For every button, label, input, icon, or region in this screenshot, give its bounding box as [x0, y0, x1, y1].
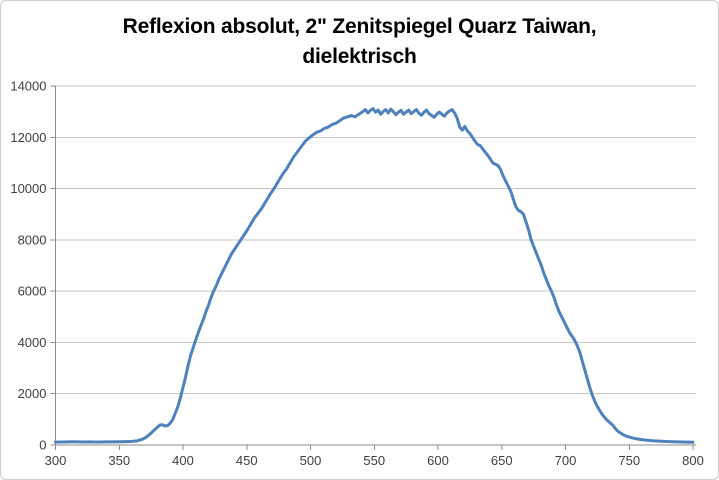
x-tick-label-700: 700	[555, 453, 577, 468]
chart-title-line-1: Reflexion absolut, 2" Zenitspiegel Quarz…	[122, 15, 597, 38]
x-tick-label-650: 650	[491, 453, 513, 468]
chart-title-line-2: dielektrisch	[302, 45, 417, 68]
x-tick-label-350: 350	[108, 453, 130, 468]
x-tick-label-750: 750	[618, 453, 640, 468]
x-tick-label-450: 450	[236, 453, 258, 468]
y-tick-label-14000: 14000	[10, 79, 46, 94]
y-tick-label-10000: 10000	[10, 181, 46, 196]
y-tick-label-12000: 12000	[10, 130, 46, 145]
y-tick-label-6000: 6000	[18, 284, 47, 299]
x-tick-label-800: 800	[682, 453, 704, 468]
y-tick-label-8000: 8000	[18, 232, 47, 247]
y-tick-label-4000: 4000	[18, 335, 47, 350]
x-tick-label-300: 300	[45, 453, 67, 468]
x-tick-label-600: 600	[427, 453, 449, 468]
chart-title: Reflexion absolut, 2" Zenitspiegel Quarz…	[1, 12, 718, 72]
x-tick-label-550: 550	[363, 453, 385, 468]
x-tick-label-400: 400	[172, 453, 194, 468]
y-tick-label-0: 0	[39, 438, 46, 453]
x-tick-label-500: 500	[300, 453, 322, 468]
series-line-0	[54, 107, 695, 444]
y-tick-label-2000: 2000	[18, 386, 47, 401]
